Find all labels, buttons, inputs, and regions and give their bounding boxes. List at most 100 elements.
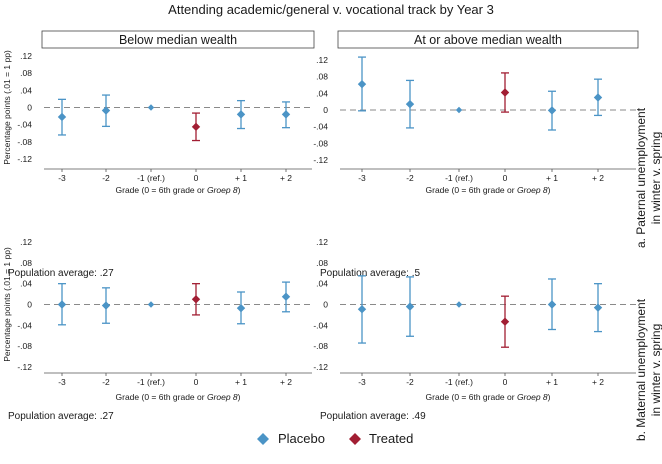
y-tick-label: .04 xyxy=(316,88,328,98)
chart-panel-bl: .12 .08 .04 0 -.04 -.08 -.12 -3 -2 -1 (ref.) 0 + 1 +… xyxy=(2,237,312,402)
y-tick-label: -.08 xyxy=(17,137,32,147)
legend-label-placebo: Placebo xyxy=(278,431,325,446)
treated-point xyxy=(191,122,201,132)
x-tick-label: -2 xyxy=(102,377,110,387)
treated-point xyxy=(500,317,510,326)
y-tick-label: -.12 xyxy=(17,154,32,164)
x-tick-label: + 2 xyxy=(280,377,292,387)
placebo-point xyxy=(547,300,557,309)
x-tick-label: -2 xyxy=(406,173,414,183)
y-tick-label: .12 xyxy=(20,237,32,247)
placebo-point xyxy=(147,301,155,308)
y-tick-label: .04 xyxy=(20,279,32,289)
y-tick-label: .12 xyxy=(316,237,328,247)
placebo-point xyxy=(405,99,415,109)
treated-point xyxy=(191,295,201,304)
y-tick-label: 0 xyxy=(323,300,328,310)
y-tick-label: 0 xyxy=(323,105,328,115)
placebo-point xyxy=(57,300,67,309)
y-tick-label: .08 xyxy=(20,68,32,78)
placebo-point xyxy=(236,110,246,119)
x-axis-label: Grade (0 = 6th grade or Groep 8) xyxy=(426,392,551,402)
panel-title-box-tl xyxy=(41,30,315,49)
legend-marker-placebo xyxy=(257,433,269,445)
y-tick-label: 0 xyxy=(27,300,32,310)
x-tick-label: + 2 xyxy=(592,173,604,183)
x-tick-label: -1 (ref.) xyxy=(445,377,473,387)
y-tick-label: .12 xyxy=(20,51,32,61)
x-tick-label: + 1 xyxy=(235,377,247,387)
legend-marker-treated xyxy=(349,433,361,445)
y-tick-label: -.04 xyxy=(17,120,32,130)
population-average-br: Population average: .49 xyxy=(320,411,426,422)
chart-panel-br: .12 .08 .04 0 -.04 -.08 -.12 -3 -2 -1 (ref.) 0 + 1 +… xyxy=(313,237,636,402)
y-tick-label: .04 xyxy=(316,279,328,289)
y-tick-label: -.04 xyxy=(313,320,328,330)
y-tick-label: -.12 xyxy=(313,155,328,165)
population-average-tl: Population average: .27 xyxy=(8,268,114,279)
x-tick-label: + 1 xyxy=(235,173,247,183)
x-tick-label: + 1 xyxy=(546,173,558,183)
placebo-point xyxy=(101,301,111,310)
x-tick-label: -1 (ref.) xyxy=(137,173,165,183)
x-tick-label: -3 xyxy=(58,377,66,387)
treated-point xyxy=(500,88,510,97)
x-tick-label: 0 xyxy=(503,377,508,387)
placebo-point xyxy=(455,106,463,114)
placebo-point xyxy=(405,302,415,311)
y-tick-label: .12 xyxy=(316,55,328,65)
x-tick-label: 0 xyxy=(503,173,508,183)
x-tick-label: 0 xyxy=(194,173,199,183)
panel-title-box-tr xyxy=(337,30,639,49)
y-axis-label: Percentage points (.01 = 1 pp) xyxy=(2,50,12,165)
y-tick-label: -.12 xyxy=(17,362,32,372)
x-tick-label: -1 (ref.) xyxy=(445,173,473,183)
y-tick-label: .08 xyxy=(316,258,328,268)
x-tick-label: 0 xyxy=(194,377,199,387)
x-axis-label: Grade (0 = 6th grade or Groep 8) xyxy=(116,185,241,195)
y-tick-label: -.08 xyxy=(313,341,328,351)
panel-title-tl: Below median wealth xyxy=(119,33,237,47)
x-tick-label: + 1 xyxy=(546,377,558,387)
x-tick-label: + 2 xyxy=(592,377,604,387)
legend: Placebo Treated xyxy=(257,431,413,446)
y-tick-label: -.08 xyxy=(17,341,32,351)
y-tick-label: -.12 xyxy=(313,362,328,372)
y-tick-label: 0 xyxy=(27,103,32,113)
chart-panel-tr: .12 .08 .04 0 -.04 -.08 -.12 -3 -2 -1 (ref.) 0 + 1 +… xyxy=(313,55,636,195)
y-tick-label: -.04 xyxy=(17,320,32,330)
placebo-point xyxy=(593,93,603,102)
population-average-tr: Population average: .5 xyxy=(320,268,421,279)
chart-panel-tl: .12 .08 .04 0 -.04 -.08 -.12 -3 -2 -1 (ref.) 0 + 1 +… xyxy=(2,50,312,195)
placebo-point xyxy=(236,303,246,313)
x-tick-label: + 2 xyxy=(280,173,292,183)
placebo-point xyxy=(357,79,367,89)
placebo-point xyxy=(57,112,67,122)
y-tick-label: .04 xyxy=(20,85,32,95)
row-label-a: a. Paternal unemploymentin winter v. spr… xyxy=(634,107,662,248)
row-label-b: b. Maternal unemploymentin winter v. spr… xyxy=(634,298,662,441)
x-tick-label: -2 xyxy=(102,173,110,183)
panel-title-tr: At or above median wealth xyxy=(414,33,562,47)
placebo-point xyxy=(547,106,557,115)
y-tick-label: .08 xyxy=(316,72,328,82)
placebo-point xyxy=(357,304,367,314)
x-tick-label: -3 xyxy=(358,173,366,183)
y-tick-label: -.04 xyxy=(313,122,328,132)
placebo-point xyxy=(455,301,463,308)
placebo-point xyxy=(101,106,111,115)
placebo-point xyxy=(147,104,155,111)
legend-label-treated: Treated xyxy=(369,431,413,446)
y-tick-label: .08 xyxy=(20,258,32,268)
y-axis-label: Percentage points (.01 = 1 pp) xyxy=(2,247,12,362)
y-tick-label: -.08 xyxy=(313,138,328,148)
x-tick-label: -2 xyxy=(406,377,414,387)
x-axis-label: Grade (0 = 6th grade or Groep 8) xyxy=(116,392,241,402)
x-tick-label: -3 xyxy=(358,377,366,387)
placebo-point xyxy=(281,110,291,119)
x-tick-label: -1 (ref.) xyxy=(137,377,165,387)
population-average-bl: Population average: .27 xyxy=(8,411,114,422)
placebo-point xyxy=(593,303,603,312)
placebo-point xyxy=(281,292,291,301)
